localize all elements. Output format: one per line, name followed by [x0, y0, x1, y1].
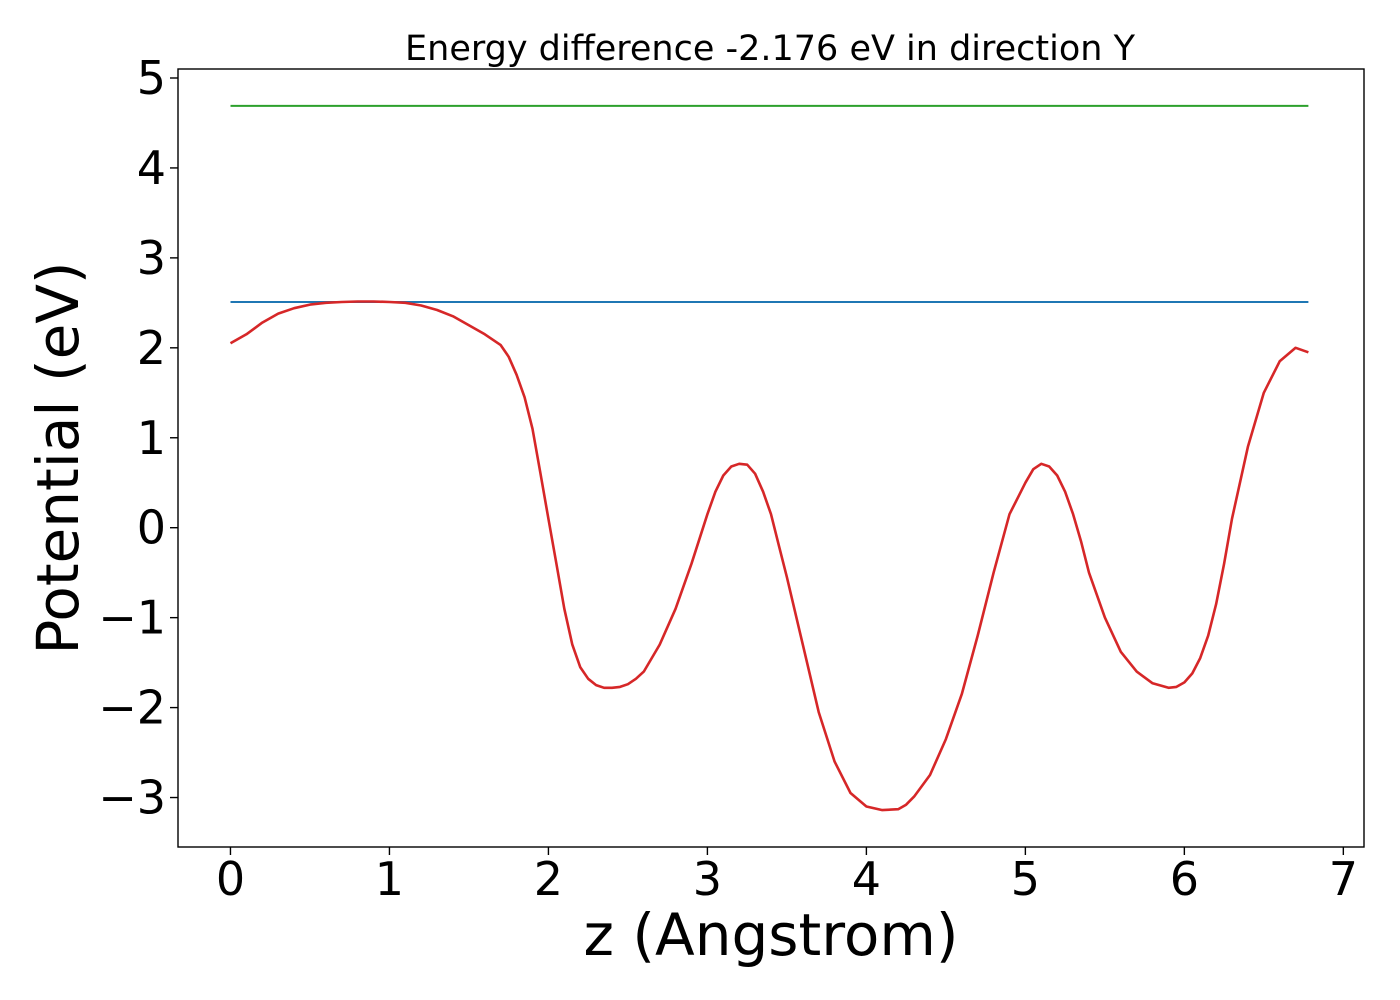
y-tick-label: 5: [137, 51, 166, 105]
series-line-2: [229, 300, 1309, 812]
x-tick-label: 3: [693, 852, 722, 906]
y-axis-label: Potential (eV): [24, 261, 92, 654]
x-tick-label: 4: [852, 852, 881, 906]
plot-lines: [229, 104, 1309, 812]
plot-frame: [177, 68, 1365, 848]
x-tick-label: 1: [375, 852, 404, 906]
x-tick-label: 6: [1170, 852, 1199, 906]
x-tick-label: 5: [1011, 852, 1040, 906]
x-tick-label: 0: [216, 852, 245, 906]
y-tick-label: 4: [137, 141, 166, 195]
x-axis-label: z (Angstrom): [584, 901, 959, 969]
y-tick-label: 3: [137, 231, 166, 285]
x-tick-label: 2: [534, 852, 563, 906]
y-tick-label: −2: [98, 681, 166, 735]
x-axis-ticks: 0 1 2 3 4 5 6 7: [216, 847, 1358, 906]
y-tick-label: −3: [98, 771, 166, 825]
y-tick-label: 1: [137, 411, 166, 465]
y-axis-ticks: −3 −2 −1 0 1 2 3 4 5: [98, 51, 178, 825]
x-tick-label: 7: [1329, 852, 1358, 906]
y-tick-label: −1: [98, 591, 166, 645]
y-tick-label: 0: [137, 501, 166, 555]
chart-title: Energy difference -2.176 eV in direction…: [405, 29, 1136, 69]
y-tick-label: 2: [137, 321, 166, 375]
